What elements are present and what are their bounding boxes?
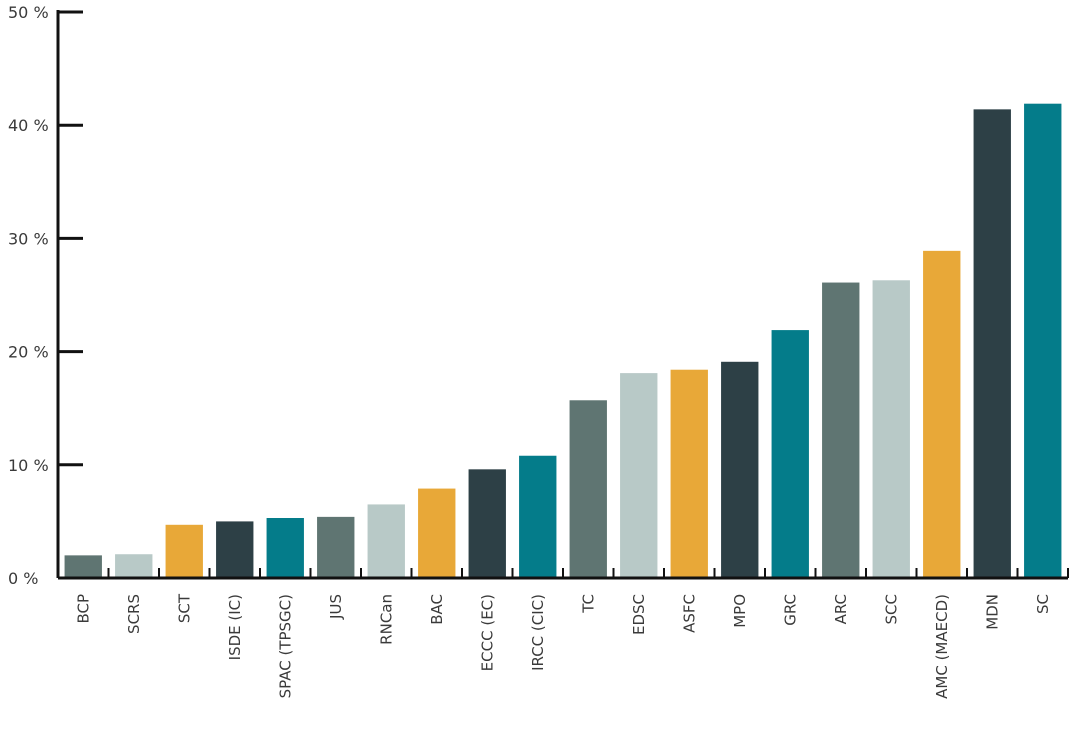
bar [923, 250, 961, 579]
bar [317, 516, 355, 578]
x-tick-label: ARC [832, 594, 850, 624]
x-tick-label: SCT [175, 593, 193, 623]
x-tick-label: BAC [428, 594, 446, 625]
bar [266, 518, 304, 578]
bar [1024, 103, 1062, 578]
bar [64, 555, 102, 578]
bar [418, 488, 456, 578]
bar [216, 521, 254, 578]
bar [519, 455, 557, 578]
x-tick-label: BCP [74, 594, 92, 624]
bar [973, 109, 1011, 579]
bars [64, 103, 1062, 579]
x-tick-label: MDN [983, 594, 1001, 630]
x-tick-label: EDSC [630, 594, 648, 635]
x-tick-label: SCC [882, 594, 900, 624]
x-tick-label: ASFC [680, 594, 698, 633]
y-tick-label: 20 % [8, 343, 49, 362]
y-tick-label: 50 % [8, 3, 49, 22]
x-tick-label: ECCC (EC) [478, 594, 496, 671]
x-tick-label: JUS [327, 594, 345, 620]
x-tick-label: AMC (MAECD) [933, 594, 951, 699]
bar [721, 361, 759, 578]
x-tick-label: ISDE (IC) [226, 594, 244, 660]
y-tick-label: 30 % [8, 229, 49, 248]
bar [822, 282, 860, 578]
y-tick-label: 0 % [8, 569, 38, 588]
x-tick-label: RNCan [377, 594, 395, 645]
x-tick-label: TC [579, 594, 597, 614]
y-ticks: 0 % 10 % 20 % 30 % 40 % 50 % [8, 3, 83, 588]
bar [771, 330, 809, 578]
bar [569, 400, 607, 578]
x-tick-label: IRCC (CIC) [529, 594, 547, 671]
x-tick-label: SCRS [125, 594, 143, 634]
x-labels: BCP SCRS SCT ISDE (IC) SPAC (TPSGC) JUS RNCan B… [74, 593, 1052, 699]
x-tick-label: MPO [731, 594, 749, 628]
y-tick-label: 10 % [8, 456, 49, 475]
x-tick-label: GRC [781, 594, 799, 626]
x-ticks [107, 568, 1069, 578]
bar [468, 469, 506, 578]
x-tick-label: SC [1034, 594, 1052, 614]
bar [165, 524, 203, 578]
bar [872, 280, 910, 578]
bar [115, 554, 153, 578]
bar [620, 373, 658, 578]
bar [670, 369, 708, 578]
y-tick-label: 40 % [8, 116, 49, 135]
x-tick-label: SPAC (TPSGC) [276, 594, 294, 698]
bar [367, 504, 405, 578]
